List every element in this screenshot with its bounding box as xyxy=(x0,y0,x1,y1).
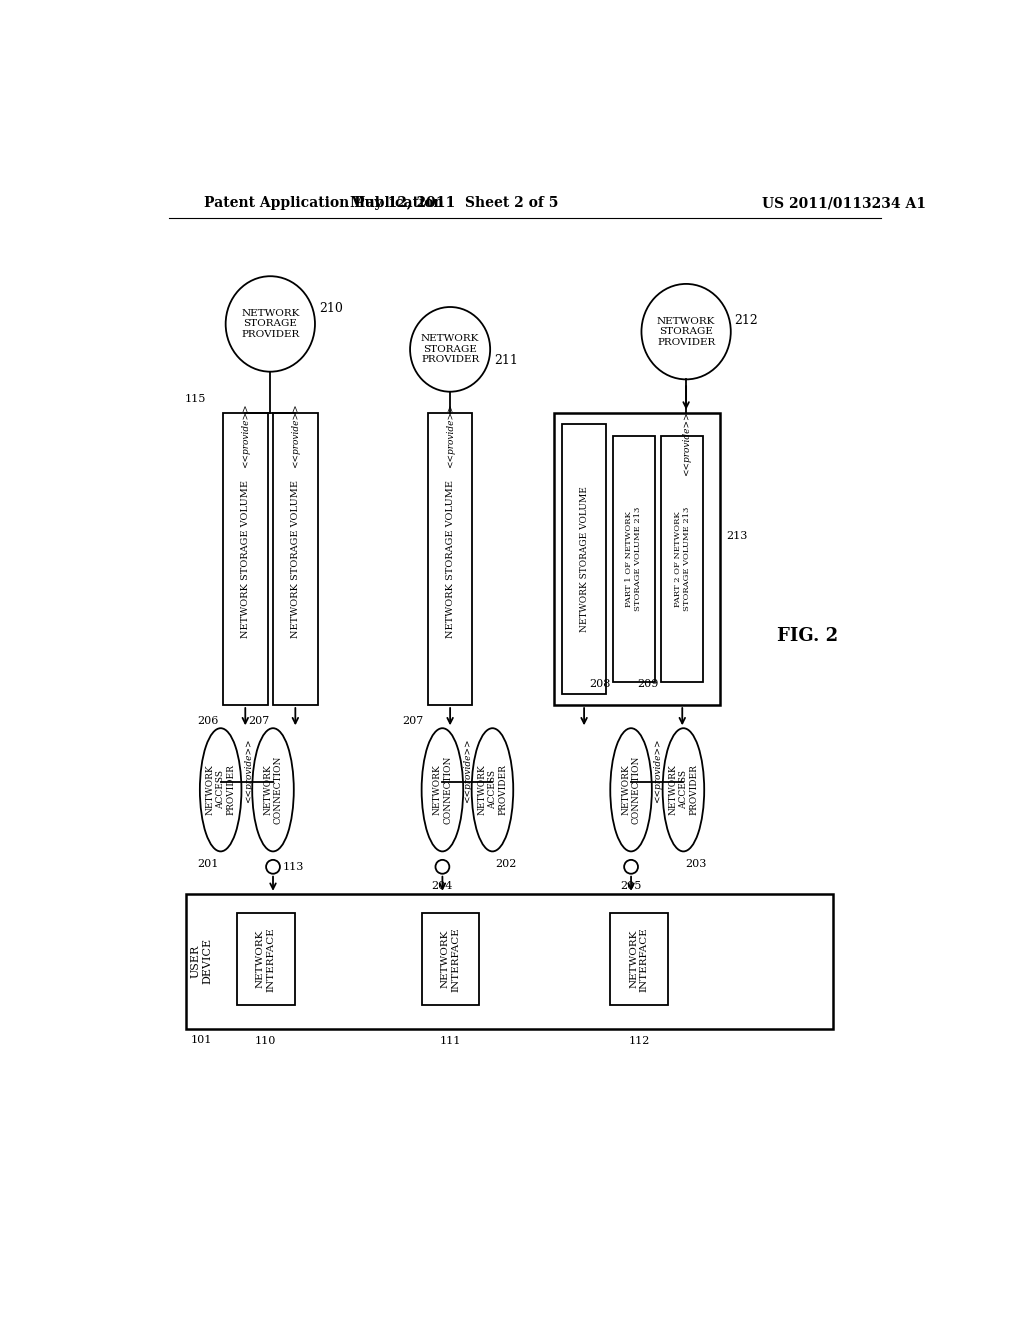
Text: <<provide>>: <<provide>> xyxy=(445,404,455,467)
Text: <<provide>>: <<provide>> xyxy=(682,411,690,475)
Text: 111: 111 xyxy=(439,1036,461,1045)
Text: NETWORK STORAGE VOLUME: NETWORK STORAGE VOLUME xyxy=(291,479,300,638)
Bar xyxy=(612,436,655,682)
Text: 207: 207 xyxy=(402,715,424,726)
Ellipse shape xyxy=(252,729,294,851)
Text: 110: 110 xyxy=(255,1036,276,1045)
Text: PART 1 OF NETWORK
STORAGE VOLUME 213: PART 1 OF NETWORK STORAGE VOLUME 213 xyxy=(626,507,642,611)
Bar xyxy=(273,413,317,705)
Text: 213: 213 xyxy=(726,531,748,541)
Text: NETWORK
CONNECTION: NETWORK CONNECTION xyxy=(263,755,283,824)
Bar xyxy=(610,913,668,1006)
Bar xyxy=(237,913,295,1006)
Bar xyxy=(422,913,479,1006)
Text: 210: 210 xyxy=(318,302,343,315)
Text: NETWORK
ACCESS
PROVIDER: NETWORK ACCESS PROVIDER xyxy=(206,764,236,816)
Text: NETWORK STORAGE VOLUME: NETWORK STORAGE VOLUME xyxy=(241,479,250,638)
Text: FIG. 2: FIG. 2 xyxy=(777,627,839,644)
Text: 205: 205 xyxy=(621,880,642,891)
Text: NETWORK
CONNECTION: NETWORK CONNECTION xyxy=(622,755,641,824)
Text: 115: 115 xyxy=(184,393,206,404)
Text: PART 2 OF NETWORK
STORAGE VOLUME 213: PART 2 OF NETWORK STORAGE VOLUME 213 xyxy=(674,507,691,611)
Text: 101: 101 xyxy=(190,1035,212,1045)
Text: NETWORK
ACCESS
PROVIDER: NETWORK ACCESS PROVIDER xyxy=(477,764,507,816)
Ellipse shape xyxy=(410,308,490,392)
Circle shape xyxy=(266,859,280,874)
Text: 112: 112 xyxy=(629,1036,650,1045)
Text: 212: 212 xyxy=(734,314,759,326)
Text: 211: 211 xyxy=(494,354,518,367)
Circle shape xyxy=(435,859,450,874)
Text: 206: 206 xyxy=(198,715,219,726)
Text: USER
DEVICE: USER DEVICE xyxy=(190,939,212,985)
Bar xyxy=(662,436,703,682)
Text: <<provide>>: <<provide>> xyxy=(244,738,253,803)
Text: NETWORK
STORAGE
PROVIDER: NETWORK STORAGE PROVIDER xyxy=(241,309,299,339)
Text: US 2011/0113234 A1: US 2011/0113234 A1 xyxy=(762,197,926,210)
Text: May 12, 2011  Sheet 2 of 5: May 12, 2011 Sheet 2 of 5 xyxy=(350,197,558,210)
Ellipse shape xyxy=(641,284,731,379)
Ellipse shape xyxy=(200,729,242,851)
Text: NETWORK
STORAGE
PROVIDER: NETWORK STORAGE PROVIDER xyxy=(657,317,716,347)
Ellipse shape xyxy=(472,729,513,851)
Text: 201: 201 xyxy=(197,859,218,869)
Ellipse shape xyxy=(663,729,705,851)
Text: 202: 202 xyxy=(495,859,516,869)
Text: <<provide>>: <<provide>> xyxy=(291,404,300,467)
Text: NETWORK
INTERFACE: NETWORK INTERFACE xyxy=(440,927,460,991)
Bar xyxy=(223,413,267,705)
Text: NETWORK
INTERFACE: NETWORK INTERFACE xyxy=(256,927,275,991)
Text: Patent Application Publication: Patent Application Publication xyxy=(204,197,443,210)
Text: 208: 208 xyxy=(589,678,610,689)
Ellipse shape xyxy=(610,729,652,851)
Text: NETWORK STORAGE VOLUME: NETWORK STORAGE VOLUME xyxy=(445,479,455,638)
Ellipse shape xyxy=(225,276,315,372)
Bar xyxy=(186,894,833,1028)
Circle shape xyxy=(625,859,638,874)
Text: 203: 203 xyxy=(686,859,708,869)
Text: NETWORK STORAGE VOLUME: NETWORK STORAGE VOLUME xyxy=(580,486,589,632)
Text: NETWORK
CONNECTION: NETWORK CONNECTION xyxy=(433,755,453,824)
Text: NETWORK
ACCESS
PROVIDER: NETWORK ACCESS PROVIDER xyxy=(669,764,698,816)
Text: NETWORK
STORAGE
PROVIDER: NETWORK STORAGE PROVIDER xyxy=(421,334,479,364)
Text: 204: 204 xyxy=(432,880,453,891)
Text: <<provide>>: <<provide>> xyxy=(241,404,250,467)
Text: 113: 113 xyxy=(283,862,304,871)
Bar xyxy=(562,424,606,693)
Text: 209: 209 xyxy=(637,678,658,689)
Bar xyxy=(554,413,720,705)
Bar xyxy=(428,413,472,705)
Text: NETWORK
INTERFACE: NETWORK INTERFACE xyxy=(630,927,649,991)
Text: 207: 207 xyxy=(248,715,269,726)
Ellipse shape xyxy=(422,729,463,851)
Text: <<provide>>: <<provide>> xyxy=(652,738,662,803)
Text: <<provide>>: <<provide>> xyxy=(463,738,472,803)
